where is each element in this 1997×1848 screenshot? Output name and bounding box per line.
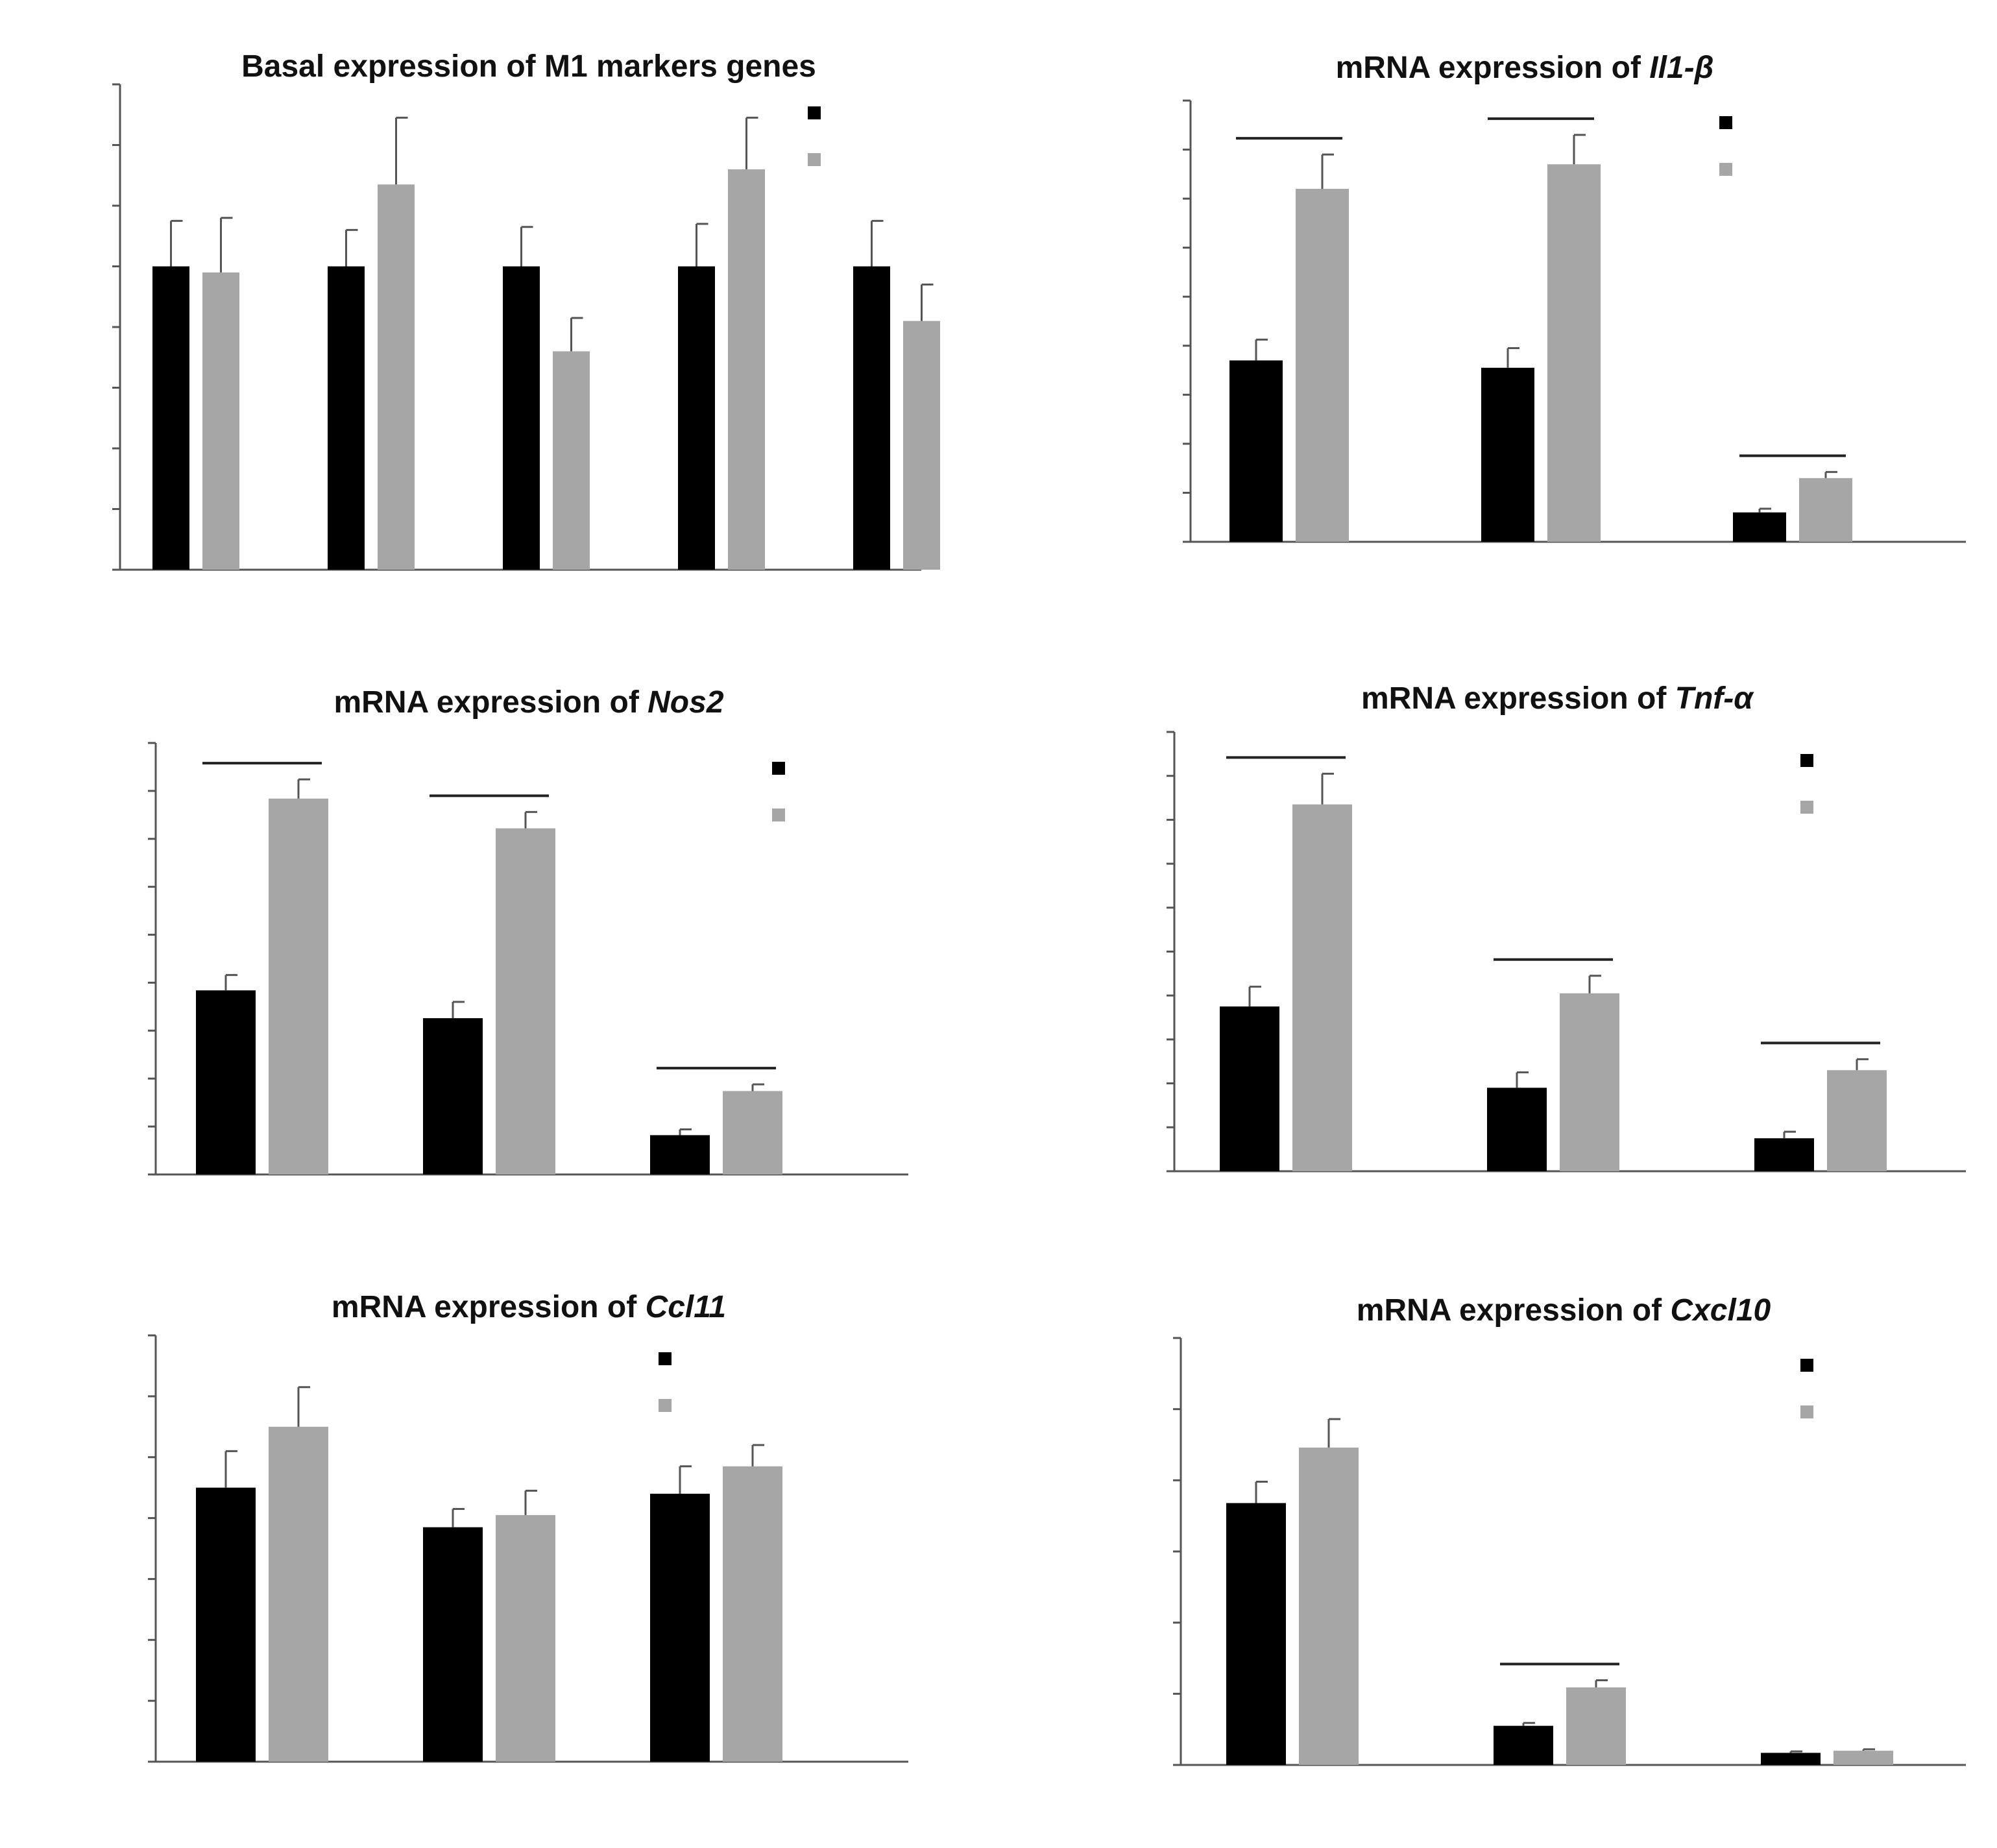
- panel-e-title: mRNA expression of Ccl11: [332, 1290, 726, 1324]
- panel-d-bar-shcontrol-3: [1754, 1138, 1814, 1171]
- panel-e-legend-swatch-shcontrol: [659, 1352, 672, 1365]
- panel-a-title-plain: Basal expression of M1 markers genes: [241, 49, 816, 84]
- panel-e-bar-shcontrol-1: [196, 1487, 256, 1762]
- panel-f-title-italic: Cxcl10: [1670, 1293, 1771, 1328]
- panel-d-bar-shpnpla7-3: [1827, 1070, 1887, 1171]
- panel-e-title-plain: mRNA expression of: [332, 1290, 646, 1324]
- panel-a-bar-shpnpla7-3: [553, 351, 590, 570]
- panel-b-bar-shcontrol-3: [1733, 512, 1786, 542]
- panel-c-bar-shcontrol-2: [423, 1018, 483, 1174]
- panel-e-bar-shpnpla7-3: [723, 1466, 782, 1762]
- panel-b-bar-shpnpla7-1: [1296, 189, 1349, 542]
- panel-f-legend-swatch-shpnpla7: [1800, 1405, 1813, 1418]
- panel-c-bar-shpnpla7-1: [269, 798, 328, 1174]
- panel-c-bar-shpnpla7-2: [496, 828, 555, 1174]
- panel-c-legend-swatch-shcontrol: [772, 762, 785, 775]
- panel-a-bar-shcontrol-1: [152, 266, 189, 570]
- panel-b-title-italic: Il1-β: [1649, 51, 1713, 85]
- panel-e-bar-shcontrol-2: [423, 1527, 483, 1762]
- panel-f-bar-shcontrol-3: [1761, 1753, 1821, 1765]
- panel-a-bar-shcontrol-4: [678, 266, 715, 570]
- panel-e-bar-shpnpla7-2: [496, 1514, 555, 1762]
- panel-a-bar-shcontrol-5: [853, 266, 890, 570]
- panel-f-bar-shcontrol-1: [1226, 1503, 1286, 1765]
- panel-b-bar-shcontrol-2: [1481, 367, 1534, 542]
- panel-a-bar-shcontrol-2: [328, 266, 365, 570]
- panel-f-title-plain: mRNA expression of: [1357, 1293, 1671, 1328]
- panel-f-bar-shpnpla7-1: [1299, 1447, 1359, 1765]
- panel-b-title-plain: mRNA expression of: [1336, 51, 1650, 85]
- panel-b-legend-swatch-shpnpla7: [1719, 163, 1732, 176]
- panel-c-title-plain: mRNA expression of: [333, 685, 648, 720]
- panel-d-bar-shcontrol-1: [1220, 1006, 1279, 1171]
- panel-e-legend-swatch-shpnpla7: [659, 1399, 672, 1412]
- panel-b-bar-shpnpla7-2: [1547, 164, 1601, 542]
- panel-d-title: mRNA expression of Tnf-α: [1361, 681, 1754, 716]
- panel-c-bar-shcontrol-3: [650, 1135, 710, 1174]
- panel-f-title: mRNA expression of Cxcl10: [1357, 1293, 1771, 1328]
- panel-a-bar-shpnpla7-4: [728, 169, 765, 570]
- panel-c-title: mRNA expression of Nos2: [333, 685, 723, 720]
- panel-d-legend-swatch-shpnpla7: [1800, 801, 1813, 814]
- panel-d-bar-shpnpla7-1: [1292, 804, 1352, 1171]
- panel-d-title-plain: mRNA expression of: [1361, 681, 1675, 716]
- panel-a-bar-shpnpla7-1: [202, 272, 239, 570]
- panel-a-legend-swatch-shcontrol: [808, 106, 821, 119]
- panel-f-bar-shpnpla7-3: [1834, 1751, 1893, 1765]
- panel-a-legend-swatch-shpnpla7: [808, 153, 821, 166]
- panel-c-legend-swatch-shpnpla7: [772, 808, 785, 821]
- panel-d-bar-shpnpla7-2: [1560, 993, 1619, 1171]
- panel-f-legend-swatch-shcontrol: [1800, 1359, 1813, 1372]
- panel-c-bar-shpnpla7-3: [723, 1091, 782, 1174]
- panel-c-title-italic: Nos2: [648, 685, 724, 720]
- panel-a-bar-shpnpla7-2: [378, 184, 415, 570]
- panel-a-bar-shcontrol-3: [503, 266, 540, 570]
- panel-b-legend-swatch-shcontrol: [1719, 116, 1732, 129]
- panel-e-bar-shpnpla7-1: [269, 1426, 328, 1762]
- panel-f-bar-shcontrol-2: [1494, 1725, 1553, 1765]
- panel-c-bar-shcontrol-1: [196, 990, 256, 1174]
- panel-a-title: Basal expression of M1 markers genes: [241, 49, 816, 84]
- panel-b-bar-shpnpla7-3: [1799, 478, 1852, 542]
- panel-d-bar-shcontrol-2: [1487, 1088, 1547, 1171]
- panel-f-bar-shpnpla7-2: [1566, 1687, 1626, 1765]
- panel-e-bar-shcontrol-3: [650, 1494, 710, 1762]
- panel-a-bar-shpnpla7-5: [903, 321, 940, 570]
- panel-d-title-italic: Tnf-α: [1675, 681, 1755, 716]
- panel-b-title: mRNA expression of Il1-β: [1336, 51, 1714, 85]
- panel-e-title-italic: Ccl11: [646, 1290, 727, 1324]
- panel-d-legend-swatch-shcontrol: [1800, 754, 1813, 767]
- panel-b-bar-shcontrol-1: [1229, 360, 1283, 542]
